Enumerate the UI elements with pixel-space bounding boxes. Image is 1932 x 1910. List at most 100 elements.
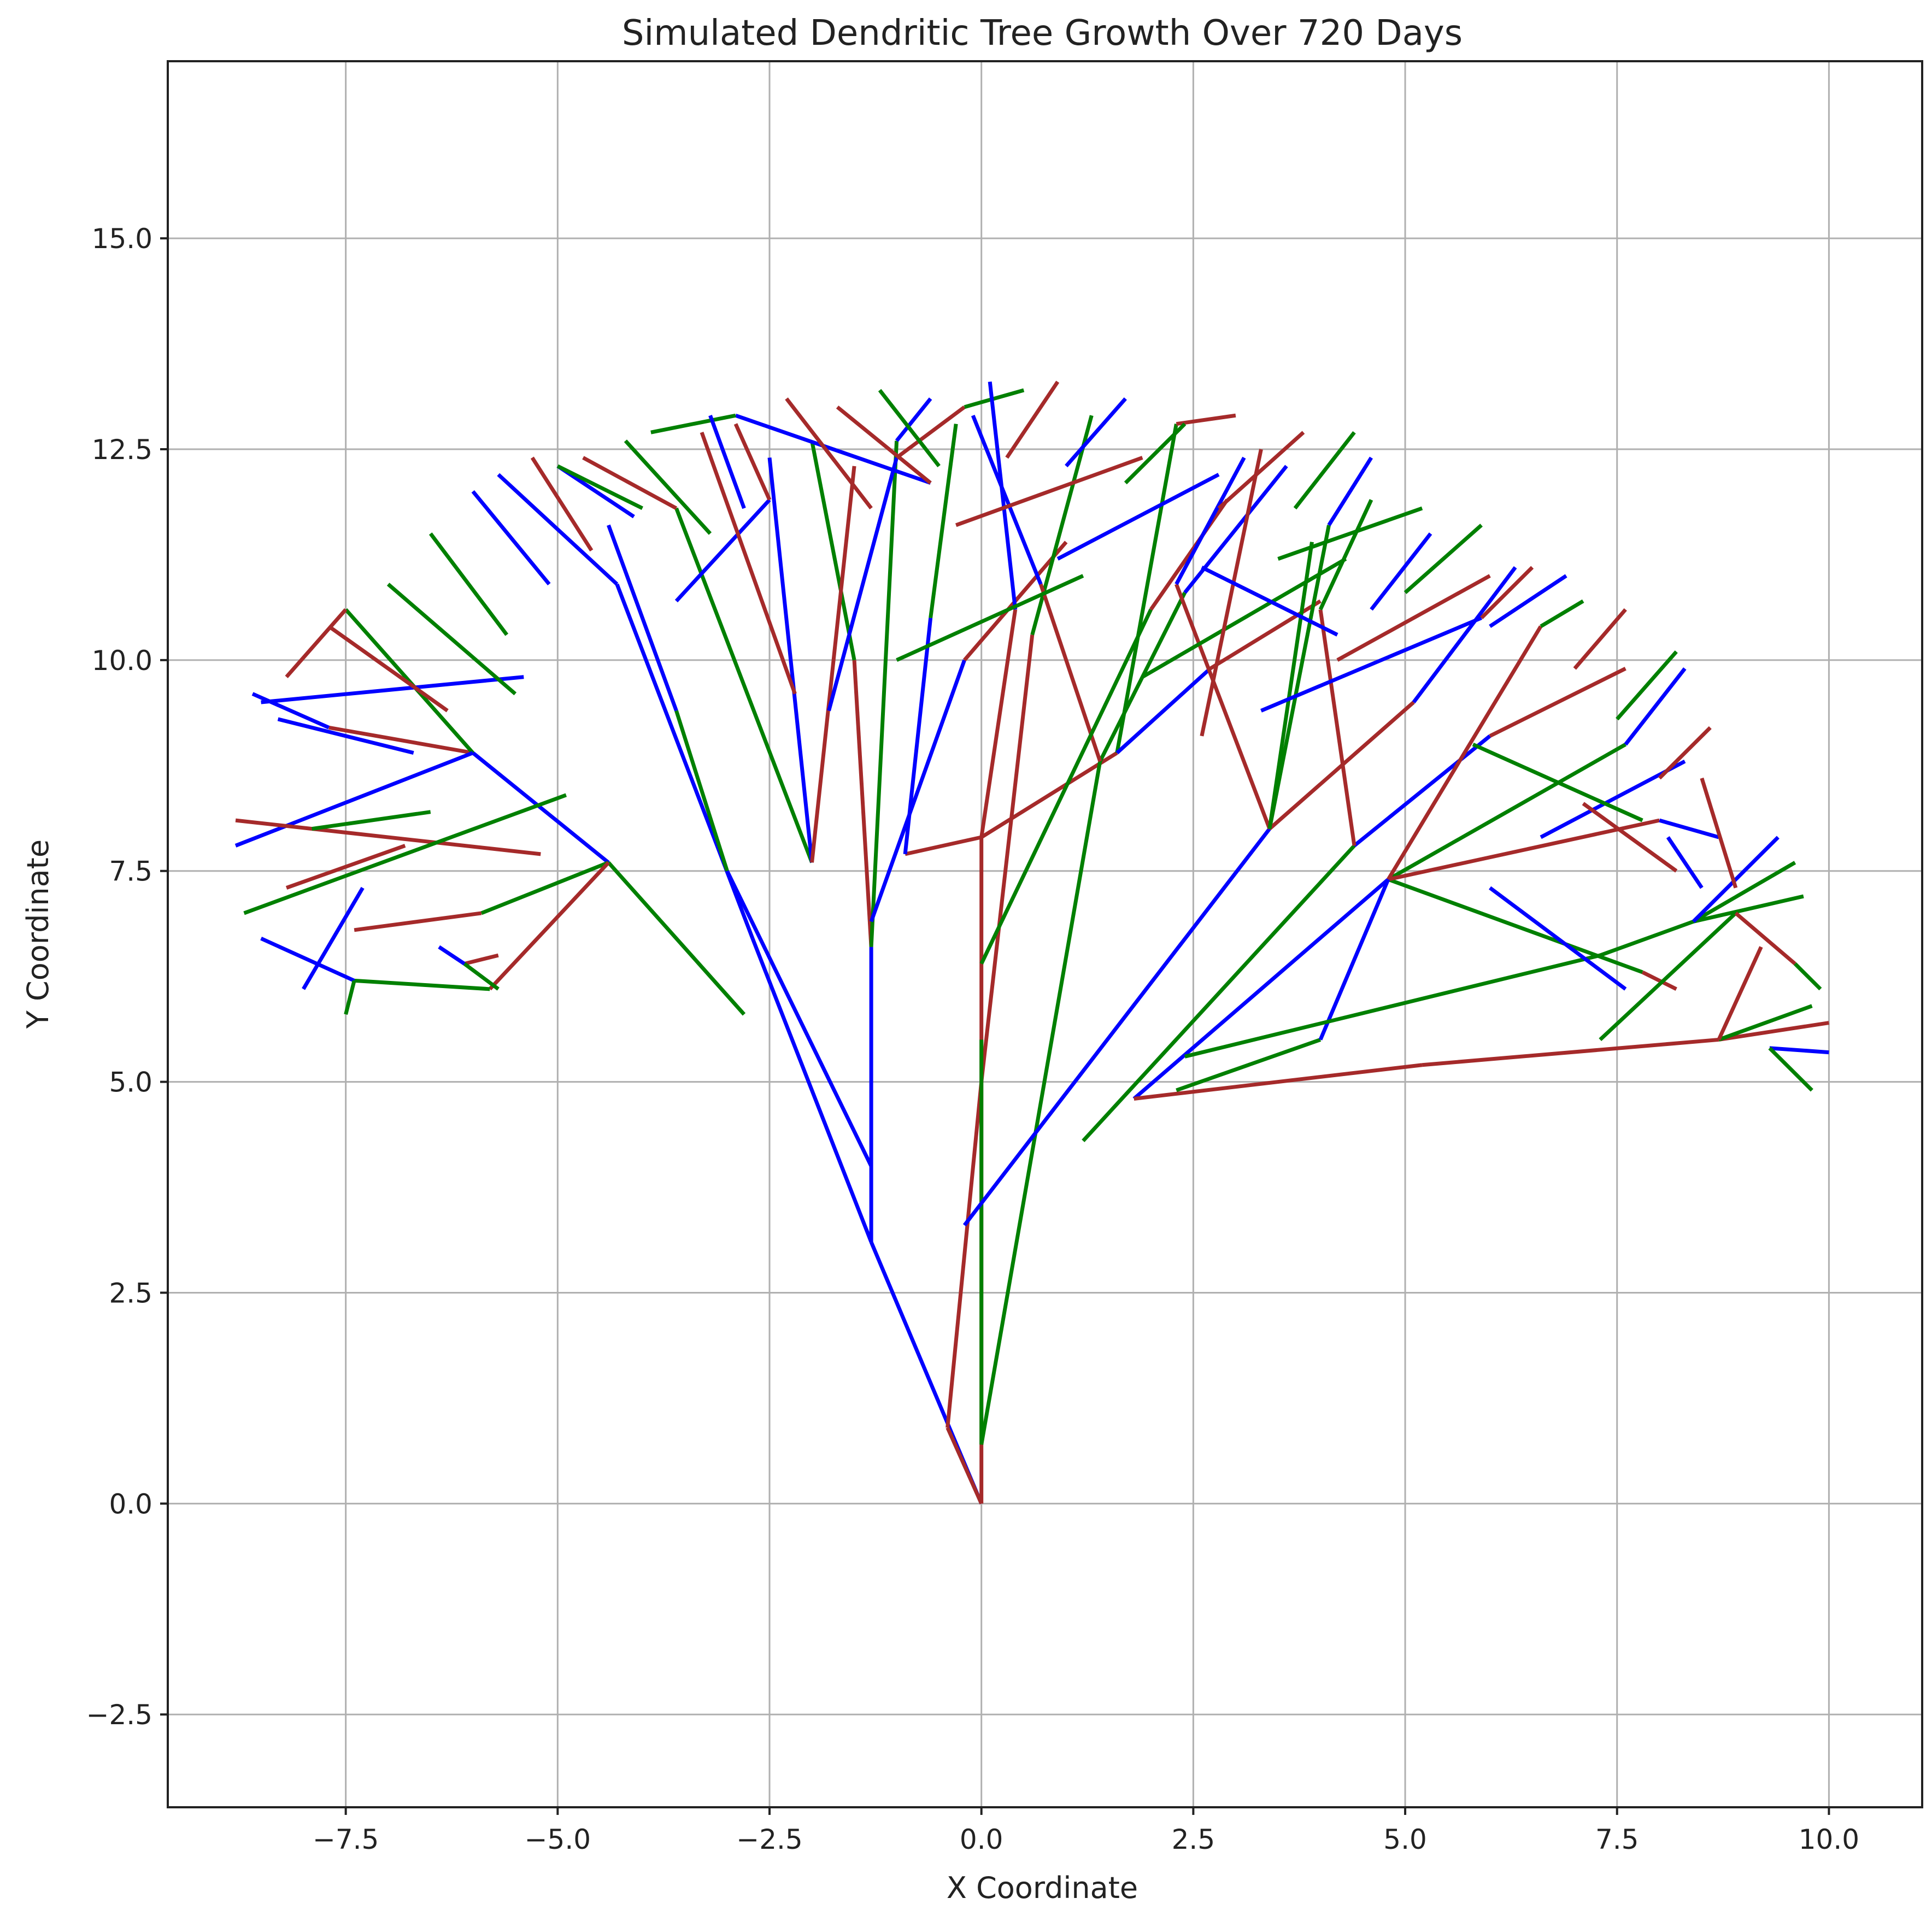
branch-segment: [946, 1427, 983, 1505]
branch-segment: [1065, 397, 1127, 468]
y-tick-label: 12.5: [92, 434, 152, 466]
branch-segment: [980, 751, 1118, 839]
branch-segment: [1472, 743, 1643, 822]
branch-segment: [827, 457, 899, 712]
branch-segment: [1387, 743, 1626, 881]
branch-segment: [1217, 431, 1305, 510]
branch-segment: [344, 608, 474, 754]
branch-segment: [1540, 759, 1686, 839]
branch-segment: [1318, 499, 1373, 610]
branch-segment: [1489, 886, 1627, 991]
branch-segment: [472, 751, 610, 865]
branch-segment: [1489, 574, 1567, 628]
branch-segment: [869, 659, 966, 922]
x-tick-label: 0.0: [960, 1824, 1003, 1855]
branch-segments: [234, 380, 1829, 1505]
branch-segment: [260, 937, 355, 983]
branch-segment: [1489, 667, 1626, 738]
x-tick-label: −5.0: [525, 1824, 591, 1855]
branch-segment: [344, 980, 356, 1015]
branch-segment: [836, 405, 932, 485]
branch-segment: [929, 424, 958, 619]
branch-segment: [1200, 449, 1263, 737]
branch-segment: [1175, 456, 1246, 585]
branch-segment: [810, 466, 856, 863]
branch-segment: [1666, 836, 1704, 889]
branch-segment: [1260, 616, 1482, 713]
branch-segment: [1793, 962, 1822, 991]
branch-segment: [1387, 877, 1643, 974]
branch-segment: [988, 381, 1018, 610]
branch-segment: [1082, 844, 1356, 1143]
branch-segment: [556, 464, 643, 510]
branch-segment: [1658, 726, 1712, 780]
branch-segment: [1540, 599, 1584, 628]
branch-segment: [1175, 583, 1272, 830]
branch-segment: [1582, 802, 1678, 873]
y-tick-label: −2.5: [86, 1699, 152, 1731]
branch-segment: [1176, 413, 1236, 426]
branch-segment: [1183, 465, 1288, 594]
branch-segment: [1734, 912, 1796, 966]
branch-segment: [971, 414, 1043, 585]
branch-segment: [1201, 565, 1338, 637]
branch-segment: [1404, 524, 1483, 595]
branch-segment: [674, 507, 814, 863]
chart-title: Simulated Dendritic Tree Growth Over 720…: [622, 13, 1463, 54]
branch-segment: [428, 532, 509, 636]
branch-segment: [955, 456, 1143, 527]
branch-segment: [895, 397, 932, 442]
branch-segment: [650, 413, 736, 434]
branch-segment: [878, 389, 941, 468]
branch-segment: [852, 660, 873, 947]
branch-segment: [1641, 970, 1677, 991]
y-axis-ticks: −2.5 0.0 2.5 5.0 7.5 10.0 12.5 15.0: [86, 223, 168, 1731]
branch-segment: [582, 456, 678, 510]
branch-segment: [869, 440, 899, 947]
branch-segment: [1659, 818, 1719, 839]
branch-segment: [354, 978, 490, 991]
branch-segment: [327, 625, 449, 713]
x-tick-label: 10.0: [1799, 1824, 1859, 1855]
branch-segment: [1293, 431, 1356, 510]
branch-segment: [1277, 506, 1423, 561]
branch-segment: [251, 692, 330, 730]
branch-segment: [463, 962, 500, 991]
branch-segment: [1599, 920, 1694, 957]
x-tick-label: −7.5: [313, 1824, 379, 1855]
y-tick-label: 7.5: [109, 856, 152, 888]
branch-segment: [607, 524, 678, 712]
branch-segment: [1692, 861, 1796, 924]
branch-segment: [1005, 380, 1060, 459]
branch-segment: [1422, 1037, 1719, 1067]
branch-segment: [488, 861, 610, 991]
y-tick-label: 10.0: [92, 645, 152, 677]
branch-segment: [964, 388, 1025, 409]
y-axis-label: Y Coordinate: [21, 839, 55, 1029]
branch-segment: [1318, 878, 1390, 1041]
branch-segment: [979, 609, 1018, 838]
branch-segment: [607, 861, 746, 1016]
y-tick-label: 15.0: [92, 223, 152, 255]
branch-segment: [1480, 566, 1534, 620]
branch-segment: [285, 608, 348, 679]
x-tick-label: 7.5: [1595, 1824, 1639, 1855]
x-tick-label: 2.5: [1172, 1824, 1215, 1855]
branch-segment: [1387, 625, 1543, 880]
branch-segment: [328, 725, 473, 755]
branch-segment: [1336, 574, 1491, 662]
branch-segment: [1412, 566, 1517, 704]
branch-segment: [1700, 777, 1738, 889]
branch-segment: [733, 423, 772, 501]
branch-segment: [1184, 953, 1601, 1059]
branch-segment: [1327, 456, 1373, 526]
branch-segment: [386, 583, 517, 696]
branch-segment: [1267, 542, 1314, 830]
branch-segment: [767, 457, 814, 863]
branch-segment: [480, 861, 609, 915]
branch-segment: [1717, 946, 1763, 1041]
branch-segment: [234, 751, 474, 848]
branch-segment: [235, 818, 541, 856]
branch-segment: [1038, 583, 1102, 762]
